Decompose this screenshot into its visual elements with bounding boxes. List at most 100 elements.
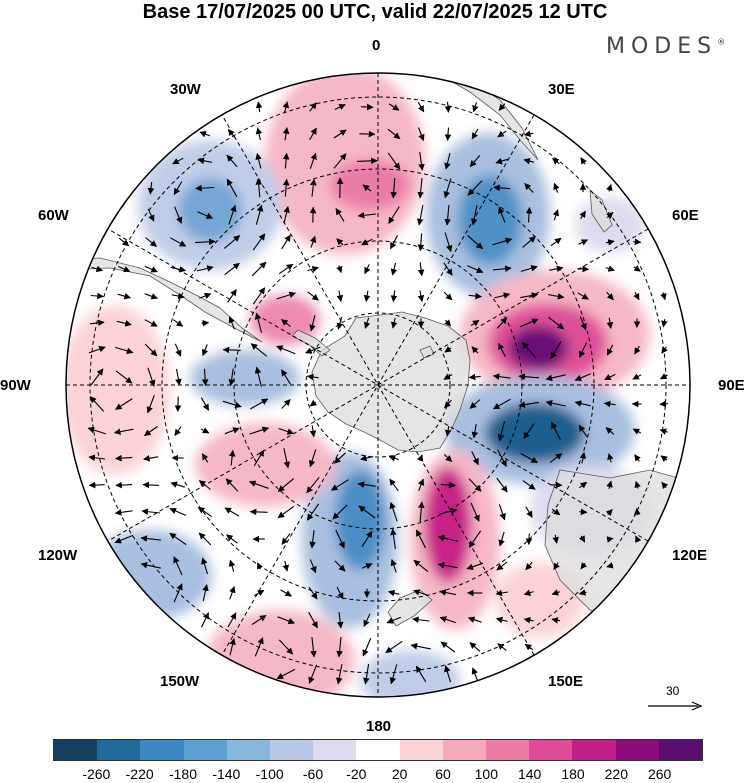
wind-vector <box>308 664 318 684</box>
map-border <box>65 72 691 698</box>
wind-vector <box>492 398 511 410</box>
colorbar-segment <box>442 740 487 760</box>
wind-vector <box>632 373 642 380</box>
wind-vector <box>417 127 425 142</box>
wind-vector <box>333 129 347 139</box>
wind-vector <box>277 616 296 625</box>
wind-vector <box>90 292 104 300</box>
wind-vector <box>364 264 371 275</box>
wind-vector <box>169 507 187 516</box>
wind-vector <box>523 130 534 137</box>
wind-vector <box>548 316 565 330</box>
wind-vector <box>467 234 483 250</box>
wind-vector <box>144 319 158 327</box>
wind-vector <box>224 507 240 517</box>
lon-label-30e: 30E <box>548 81 575 98</box>
wind-vector <box>305 346 321 354</box>
wind-vector <box>333 452 346 464</box>
wind-vector <box>114 509 133 516</box>
wind-vector <box>444 204 451 226</box>
wind-vector <box>228 316 236 330</box>
wind-vector <box>440 641 456 653</box>
wind-vector <box>413 589 429 597</box>
wind-vector <box>115 454 133 462</box>
wind-vector <box>606 344 614 356</box>
wind-vector <box>390 317 398 329</box>
wind-vector <box>174 343 182 357</box>
wind-vector <box>309 425 317 438</box>
wind-vector <box>390 558 397 573</box>
wind-vector <box>498 342 506 357</box>
wind-vector <box>170 481 186 488</box>
wind-vector <box>606 317 614 329</box>
wind-vector <box>169 532 187 546</box>
wind-vector <box>143 426 158 436</box>
wind-vector <box>607 453 614 463</box>
wind-vector <box>361 103 374 111</box>
colorbar-tick-label: 220 <box>604 766 629 782</box>
wind-vector <box>545 399 566 407</box>
wind-vector <box>418 478 425 492</box>
wind-vector <box>579 451 587 464</box>
wind-vector <box>523 423 535 440</box>
wind-vector <box>579 210 586 220</box>
map-title: Base 17/07/2025 00 UTC, valid 22/07/2025… <box>142 1 608 23</box>
wind-vector <box>551 508 561 516</box>
wind-vector <box>358 505 376 519</box>
anomaly-positive-north <box>265 73 425 255</box>
wind-vector <box>471 424 479 439</box>
wind-vector <box>250 398 269 410</box>
wind-vector <box>552 534 559 544</box>
wind-vector <box>522 236 536 248</box>
wind-vector <box>144 265 158 273</box>
wind-vector <box>228 204 237 225</box>
wind-vector <box>143 454 159 462</box>
wind-vector <box>386 616 402 624</box>
wind-vector <box>309 399 318 407</box>
wind-vector <box>523 617 534 624</box>
wind-vector <box>116 320 132 327</box>
colorbar-tick-label: -180 <box>168 766 198 782</box>
wind-vector <box>444 232 453 253</box>
colorbar-segment <box>658 740 703 760</box>
wind-vector <box>525 506 533 518</box>
wind-vector <box>553 182 560 193</box>
wind-vector <box>492 265 512 272</box>
wind-vector <box>606 291 614 301</box>
wind-vector <box>310 178 317 197</box>
wind-vector <box>387 128 401 140</box>
wind-vector <box>277 505 295 519</box>
wind-vector <box>333 153 347 169</box>
wind-vector <box>357 481 376 488</box>
wind-vector <box>390 235 398 250</box>
wind-vector <box>140 561 161 569</box>
wind-vector <box>467 616 482 623</box>
wind-vector <box>308 611 318 629</box>
wind-vector <box>253 589 265 597</box>
wind-vector <box>605 427 615 435</box>
wind-vector <box>227 128 237 139</box>
colorbar-tick-label: 100 <box>474 766 499 782</box>
wind-vector <box>492 373 511 380</box>
wind-vector <box>336 316 344 330</box>
wind-vector <box>201 453 209 463</box>
wind-vector <box>228 449 236 466</box>
wind-vector <box>308 449 317 468</box>
wind-vector <box>606 183 613 192</box>
wind-vector <box>283 205 290 224</box>
wind-vectors <box>87 101 669 685</box>
wind-vector <box>524 643 534 651</box>
wind-vector <box>282 178 290 197</box>
wind-vector <box>174 426 182 437</box>
wind-vector <box>577 265 590 273</box>
colorbar-segment <box>270 740 314 760</box>
wind-vector <box>492 237 513 246</box>
wind-vector <box>225 478 239 492</box>
wind-vector <box>604 373 616 381</box>
colorbar-segment <box>615 740 659 760</box>
anomaly-positive-90w-outer <box>66 305 170 475</box>
wind-vector <box>470 205 478 226</box>
wind-vector <box>388 455 399 462</box>
vector-scale-arrow <box>648 701 702 711</box>
wind-vector <box>194 238 216 246</box>
